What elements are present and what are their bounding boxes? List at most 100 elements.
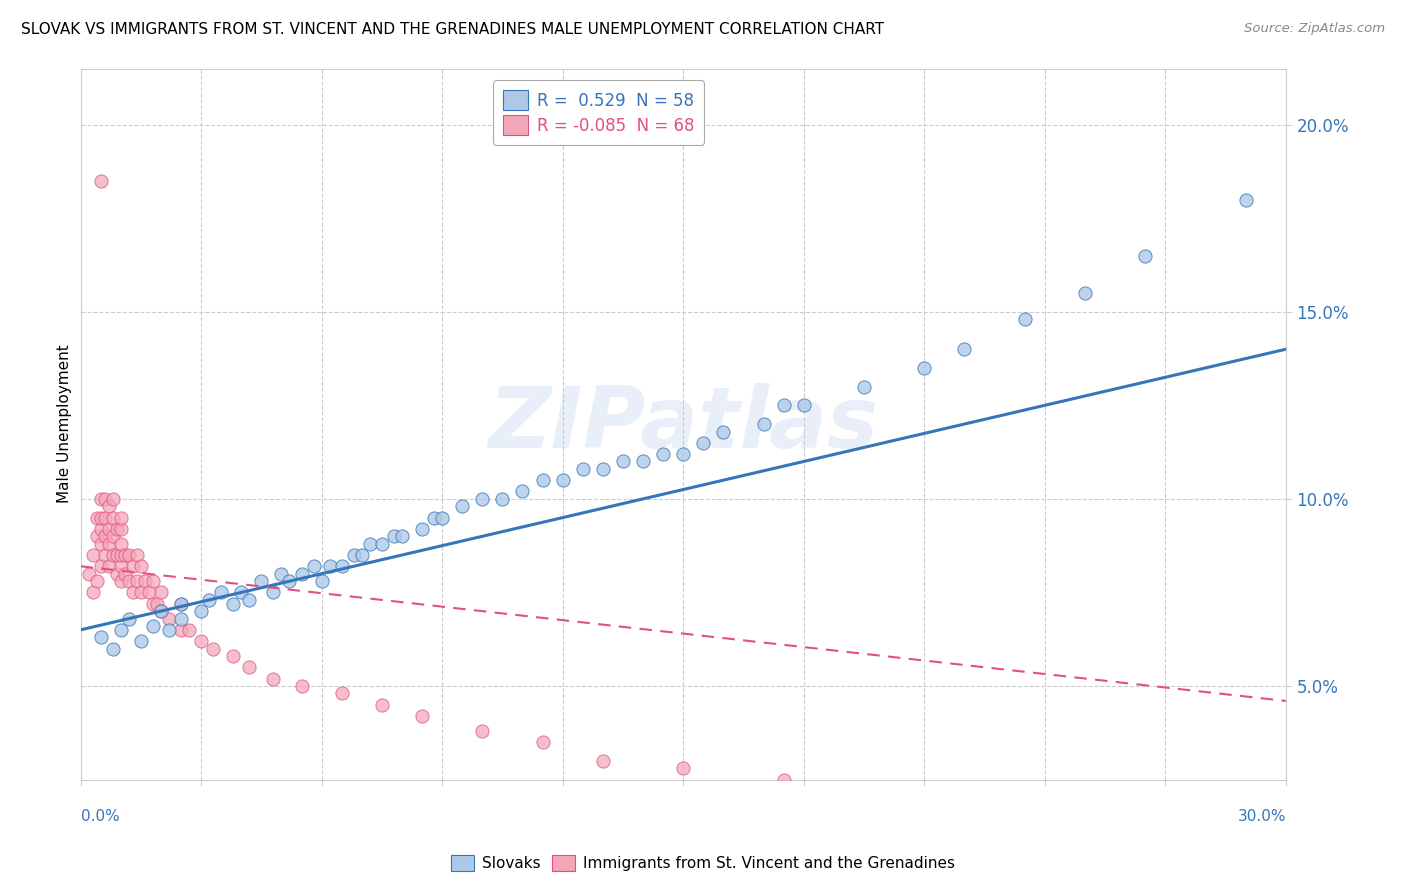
Point <box>93 491 115 506</box>
Point <box>101 548 124 562</box>
Point <box>190 634 212 648</box>
Point <box>125 574 148 589</box>
Point <box>101 491 124 506</box>
Point <box>118 612 141 626</box>
Text: ZIPatlas: ZIPatlas <box>488 383 879 466</box>
Point <box>170 612 193 626</box>
Point <box>110 510 132 524</box>
Point <box>772 398 794 412</box>
Point <box>1135 249 1157 263</box>
Point <box>302 559 325 574</box>
Point <box>129 634 152 648</box>
Point <box>110 537 132 551</box>
Point <box>250 574 273 589</box>
Point <box>170 597 193 611</box>
Point <box>142 597 165 611</box>
Text: Source: ZipAtlas.com: Source: ZipAtlas.com <box>1244 22 1385 36</box>
Point <box>125 548 148 562</box>
Point <box>752 417 775 431</box>
Point <box>149 604 172 618</box>
Point <box>86 574 108 589</box>
Point <box>238 660 260 674</box>
Point <box>97 537 120 551</box>
Point <box>170 623 193 637</box>
Point <box>262 585 284 599</box>
Point <box>142 574 165 589</box>
Point <box>270 566 292 581</box>
Point <box>330 686 353 700</box>
Point <box>262 672 284 686</box>
Point <box>190 604 212 618</box>
Point <box>90 559 112 574</box>
Point <box>772 772 794 787</box>
Point <box>97 522 120 536</box>
Legend: R =  0.529  N = 58, R = -0.085  N = 68: R = 0.529 N = 58, R = -0.085 N = 68 <box>494 80 704 145</box>
Point <box>121 585 143 599</box>
Text: 30.0%: 30.0% <box>1237 810 1286 824</box>
Point <box>101 510 124 524</box>
Point <box>371 537 394 551</box>
Point <box>290 679 312 693</box>
Point <box>411 709 433 723</box>
Point <box>90 631 112 645</box>
Point <box>793 398 815 412</box>
Point <box>105 566 128 581</box>
Legend: Slovaks, Immigrants from St. Vincent and the Grenadines: Slovaks, Immigrants from St. Vincent and… <box>444 849 962 877</box>
Point <box>93 548 115 562</box>
Point <box>451 500 474 514</box>
Point <box>93 510 115 524</box>
Point <box>359 537 381 551</box>
Point <box>138 585 160 599</box>
Point <box>149 585 172 599</box>
Point <box>471 723 494 738</box>
Point <box>157 623 180 637</box>
Point <box>231 585 253 599</box>
Point <box>93 529 115 543</box>
Point <box>121 559 143 574</box>
Point <box>90 174 112 188</box>
Point <box>114 548 136 562</box>
Point <box>77 566 100 581</box>
Point <box>343 548 366 562</box>
Point <box>371 698 394 712</box>
Point <box>953 342 976 356</box>
Point <box>110 559 132 574</box>
Point <box>134 574 156 589</box>
Point <box>382 529 405 543</box>
Point <box>330 559 353 574</box>
Point <box>82 585 104 599</box>
Point <box>713 425 735 439</box>
Text: SLOVAK VS IMMIGRANTS FROM ST. VINCENT AND THE GRENADINES MALE UNEMPLOYMENT CORRE: SLOVAK VS IMMIGRANTS FROM ST. VINCENT AN… <box>21 22 884 37</box>
Point <box>149 604 172 618</box>
Point <box>592 462 614 476</box>
Point <box>177 623 200 637</box>
Point <box>110 623 132 637</box>
Point <box>423 510 446 524</box>
Point <box>105 548 128 562</box>
Point <box>672 761 695 775</box>
Point <box>142 619 165 633</box>
Point <box>1234 193 1257 207</box>
Point <box>101 529 124 543</box>
Point <box>105 522 128 536</box>
Point <box>912 360 935 375</box>
Point <box>86 510 108 524</box>
Point <box>118 548 141 562</box>
Point <box>652 447 675 461</box>
Point <box>491 491 513 506</box>
Point <box>471 491 494 506</box>
Point <box>129 585 152 599</box>
Point <box>146 597 169 611</box>
Point <box>612 454 634 468</box>
Point <box>853 379 876 393</box>
Point <box>114 566 136 581</box>
Point <box>222 597 245 611</box>
Point <box>571 462 593 476</box>
Point <box>101 641 124 656</box>
Point <box>631 454 654 468</box>
Point <box>391 529 413 543</box>
Point <box>170 597 193 611</box>
Point <box>222 648 245 663</box>
Point <box>129 559 152 574</box>
Point <box>110 522 132 536</box>
